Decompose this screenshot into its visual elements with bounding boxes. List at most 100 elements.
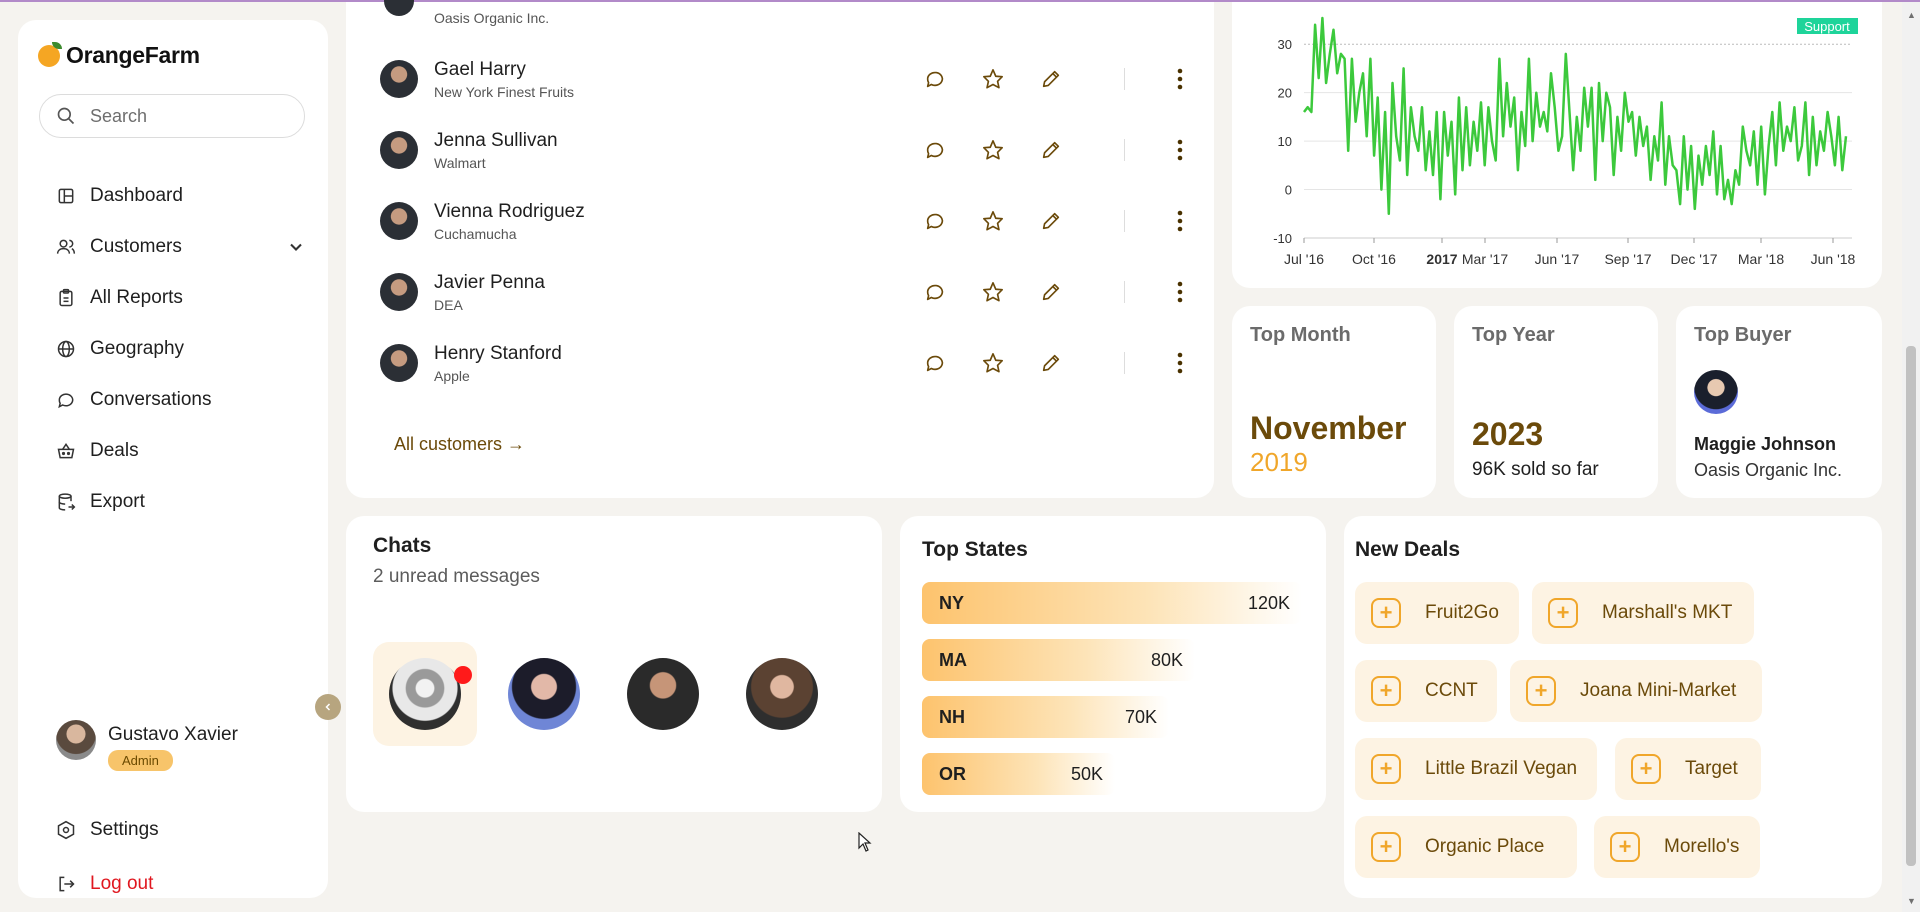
y-tick-label: 20 xyxy=(1278,86,1292,101)
chevron-down-icon[interactable] xyxy=(286,237,306,257)
all-customers-link[interactable]: All customers → xyxy=(394,434,526,454)
search-icon xyxy=(57,107,75,125)
message-button[interactable] xyxy=(920,135,950,165)
message-button[interactable] xyxy=(920,277,950,307)
sidebar-item-label: Conversations xyxy=(90,388,212,410)
annotation-badge xyxy=(1797,18,1858,34)
scroll-down-icon[interactable]: ▼ xyxy=(1907,896,1916,906)
avatar xyxy=(1694,370,1738,414)
kebab-menu-icon xyxy=(1177,352,1183,374)
pencil-icon xyxy=(1042,283,1060,301)
logout-link[interactable]: Log out xyxy=(56,858,306,909)
list-item[interactable]: Vienna Rodriguez Cuchamucha xyxy=(380,194,1183,248)
unread-dot xyxy=(454,666,472,684)
deal-chip[interactable]: + Marshall's MKT xyxy=(1532,582,1754,644)
sales-line-chart-card: 30 20 10 0 -10 Jul '16 Oct '16 2017 Mar '17 Jun '… xyxy=(1232,2,1882,288)
sidebar-item-geography[interactable]: Geography xyxy=(56,323,306,374)
x-tick-label: Jun '18 xyxy=(1811,251,1856,267)
sidebar-item-deals[interactable]: Deals xyxy=(56,425,306,476)
avatar xyxy=(56,720,96,760)
deal-chip[interactable]: + Fruit2Go xyxy=(1355,582,1519,644)
chat-bubble-icon xyxy=(926,142,944,159)
message-button[interactable] xyxy=(920,206,950,236)
more-options-button[interactable] xyxy=(1165,135,1195,165)
users-icon xyxy=(56,239,76,254)
sidebar-item-customers[interactable]: Customers xyxy=(56,221,306,272)
x-tick-label: Mar '17 xyxy=(1462,251,1508,267)
deal-chip[interactable]: + Target xyxy=(1615,738,1761,800)
chat-avatar-3[interactable] xyxy=(627,658,699,730)
favorite-button[interactable] xyxy=(978,64,1008,94)
top-buyer-label: Top Buyer xyxy=(1694,324,1792,346)
star-icon xyxy=(983,211,1003,231)
deal-chip[interactable]: + Organic Place xyxy=(1355,816,1577,878)
chat-avatar-1[interactable] xyxy=(389,658,461,730)
star-icon xyxy=(983,140,1003,160)
more-options-button[interactable] xyxy=(1165,277,1195,307)
favorite-button[interactable] xyxy=(978,277,1008,307)
chat-avatar-4[interactable] xyxy=(746,658,818,730)
mouse-cursor-icon xyxy=(858,832,872,852)
pencil-icon xyxy=(1042,212,1060,230)
chats-subtitle: 2 unread messages xyxy=(373,566,540,587)
pencil-icon xyxy=(1042,70,1060,88)
customer-company: New York Finest Fruits xyxy=(434,83,575,100)
sidebar-item-conversations[interactable]: Conversations xyxy=(56,374,306,425)
app-logo[interactable]: OrangeFarm xyxy=(38,41,200,69)
favorite-button[interactable] xyxy=(978,135,1008,165)
plus-square-icon: + xyxy=(1631,754,1661,784)
deal-chip[interactable]: + CCNT xyxy=(1355,660,1497,722)
collapse-sidebar-button[interactable] xyxy=(315,694,341,720)
pencil-icon xyxy=(1042,354,1060,372)
list-item[interactable]: Jenna Sullivan Walmart xyxy=(380,123,1183,177)
scrollbar-thumb[interactable] xyxy=(1906,346,1916,866)
clipboard-icon xyxy=(59,288,73,306)
more-options-button[interactable] xyxy=(1165,64,1195,94)
row-actions xyxy=(920,206,1223,236)
edit-button[interactable] xyxy=(1036,64,1066,94)
sidebar-item-dashboard[interactable]: Dashboard xyxy=(56,170,306,221)
settings-link[interactable]: Settings xyxy=(56,804,306,855)
edit-button[interactable] xyxy=(1036,135,1066,165)
y-tick-label: 30 xyxy=(1278,37,1292,52)
top-month-label: Top Month xyxy=(1250,324,1351,346)
deal-chip[interactable]: + Joana Mini-Market xyxy=(1510,660,1762,722)
list-item[interactable]: Javier Penna DEA xyxy=(380,265,1183,319)
customer-name: Henry Stanford xyxy=(434,342,562,364)
chat-avatar-2[interactable] xyxy=(508,658,580,730)
chat-bubble-icon xyxy=(926,71,944,88)
favorite-button[interactable] xyxy=(978,348,1008,378)
top-year-label: Top Year xyxy=(1472,324,1555,346)
edit-button[interactable] xyxy=(1036,206,1066,236)
more-options-button[interactable] xyxy=(1165,348,1195,378)
search-box xyxy=(39,94,305,138)
sidebar-item-all-reports[interactable]: All Reports xyxy=(56,272,306,323)
favorite-button[interactable] xyxy=(978,206,1008,236)
deal-chip[interactable]: + Morello's xyxy=(1594,816,1760,878)
sidebar-item-label: Geography xyxy=(90,337,185,359)
list-item[interactable]: Oasis Organic Inc. xyxy=(380,0,680,26)
chats-card: Chats 2 unread messages xyxy=(346,516,882,812)
state-code: OR xyxy=(939,763,966,784)
scroll-up-icon[interactable]: ▲ xyxy=(1907,10,1916,20)
search-input[interactable] xyxy=(90,105,270,127)
message-button[interactable] xyxy=(920,348,950,378)
logout-icon xyxy=(59,876,75,891)
orange-logo-icon xyxy=(38,41,62,67)
edit-button[interactable] xyxy=(1036,277,1066,307)
x-tick-label: Dec '17 xyxy=(1670,251,1717,267)
user-profile[interactable]: Gustavo Xavier Admin xyxy=(56,720,238,771)
edit-button[interactable] xyxy=(1036,348,1066,378)
sidebar-item-export[interactable]: Export xyxy=(56,476,306,527)
customer-name: Gael Harry xyxy=(434,58,526,80)
page-scrollbar[interactable]: ▲ ▼ xyxy=(1902,2,1920,912)
list-item[interactable]: Gael Harry New York Finest Fruits xyxy=(380,52,1183,106)
message-button[interactable] xyxy=(920,64,950,94)
plus-square-icon: + xyxy=(1548,598,1578,628)
more-options-button[interactable] xyxy=(1165,206,1195,236)
sidebar-item-label: Export xyxy=(90,490,145,512)
deal-chip[interactable]: + Little Brazil Vegan xyxy=(1355,738,1597,800)
divider xyxy=(1124,281,1125,303)
top-month-card: Top Month November 2019 xyxy=(1232,306,1436,498)
list-item[interactable]: Henry Stanford Apple xyxy=(380,336,1183,390)
